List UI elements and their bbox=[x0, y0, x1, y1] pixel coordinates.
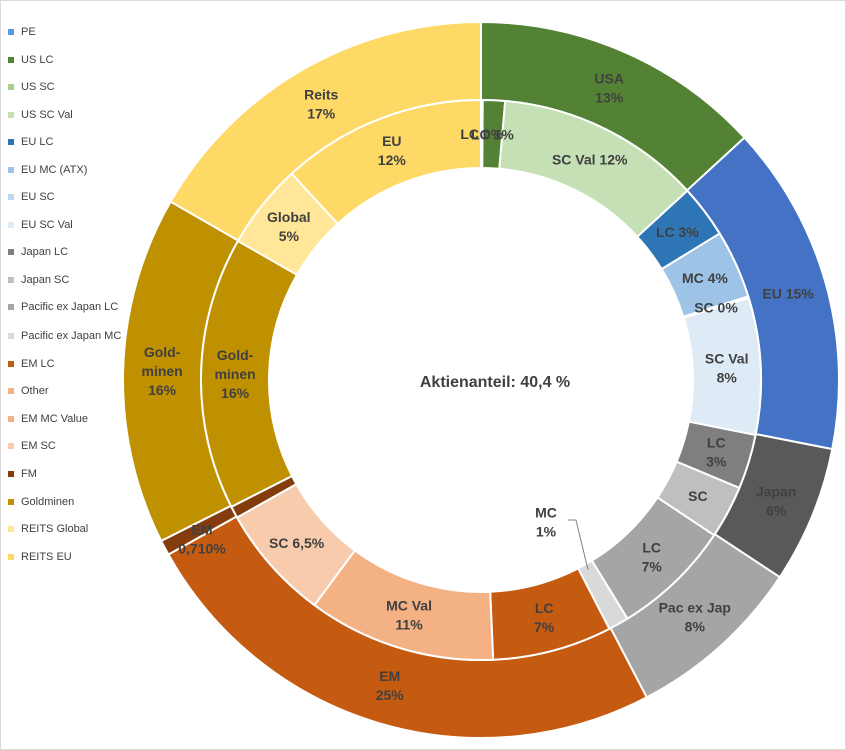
inner-label: LC 0% bbox=[460, 126, 503, 142]
inner-label: LC 7% bbox=[534, 600, 555, 635]
legend-swatch bbox=[8, 554, 14, 560]
callout-leader-line bbox=[568, 519, 589, 571]
outer-label: USA 13% bbox=[594, 70, 624, 105]
legend-label: Other bbox=[21, 385, 49, 397]
legend-swatch bbox=[8, 471, 14, 477]
legend-label: REITS Global bbox=[21, 523, 89, 535]
legend-label: EU SC Val bbox=[21, 219, 73, 231]
outer-label: Pac ex Jap 8% bbox=[659, 599, 731, 634]
inner-label: LC 3% bbox=[656, 224, 699, 240]
legend-label: EU SC bbox=[21, 191, 55, 203]
legend-swatch bbox=[8, 361, 14, 367]
inner-label: EU 12% bbox=[378, 133, 407, 168]
legend-swatch bbox=[8, 29, 14, 35]
legend-label: US SC bbox=[21, 81, 55, 93]
legend-label: EU MC (ATX) bbox=[21, 164, 88, 176]
inner-label: Global 5% bbox=[267, 209, 311, 244]
outer-label: EM 25% bbox=[376, 668, 405, 703]
legend-swatch bbox=[8, 443, 14, 449]
slice-labels: USA 13% EU 15% Japan 6% Pac ex Jap 8% EM 25% Gold… bbox=[142, 70, 815, 703]
outer-ring bbox=[122, 20, 840, 739]
legend-label: REITS EU bbox=[21, 551, 72, 563]
legend-swatch bbox=[8, 57, 14, 63]
inner-ring bbox=[200, 98, 762, 661]
outer-label: Gold-minen 16% bbox=[142, 344, 183, 398]
center-label: Aktienanteil: 40,4 % bbox=[420, 374, 570, 391]
legend-label: EU LC bbox=[21, 136, 54, 148]
legend-swatch bbox=[8, 249, 14, 255]
legend-swatch bbox=[8, 388, 14, 394]
legend-label: Pacific ex Japan LC bbox=[21, 301, 119, 313]
legend-swatch bbox=[8, 222, 14, 228]
inner-label: LC 3% bbox=[706, 434, 727, 469]
legend-swatch bbox=[8, 112, 14, 118]
outer-label: Japan 6% bbox=[756, 483, 796, 518]
legend-swatch bbox=[8, 84, 14, 90]
legend-label: US SC Val bbox=[21, 109, 73, 121]
legend-label: FM bbox=[21, 468, 37, 480]
legend-label: Japan SC bbox=[21, 274, 70, 286]
inner-label: Gold-minen 16% bbox=[214, 347, 255, 401]
inner-label: SC bbox=[688, 488, 707, 504]
inner-label: MC 4% bbox=[682, 270, 728, 286]
legend-swatch bbox=[8, 333, 14, 339]
legend-swatch bbox=[8, 304, 14, 310]
inner-label: SC 0% bbox=[694, 299, 738, 315]
legend-label: Goldminen bbox=[21, 496, 75, 508]
legend-label: EM SC bbox=[21, 440, 56, 452]
inner-label: SC Val 8% bbox=[705, 350, 749, 385]
callout-label: EM 0,710% bbox=[178, 522, 226, 557]
legend-label: Pacific ex Japan MC bbox=[21, 330, 122, 342]
legend-label: PE bbox=[21, 26, 36, 38]
legend-swatch bbox=[8, 194, 14, 200]
inner-label: LC 1% bbox=[471, 126, 514, 142]
legend-label: EM MC Value bbox=[21, 413, 89, 425]
inner-label: MC Val 11% bbox=[386, 598, 432, 633]
legend-label: US LC bbox=[21, 54, 54, 66]
legend-swatch bbox=[8, 167, 14, 173]
inner-slice-eu-sc-val bbox=[682, 296, 762, 437]
legend-label: Japan LC bbox=[21, 246, 69, 258]
inner-label: SC 6,5% bbox=[269, 535, 325, 551]
inner-slice-reits-eu bbox=[290, 98, 482, 226]
outer-label: Reits 17% bbox=[304, 86, 338, 121]
inner-label: LC 7% bbox=[642, 540, 663, 575]
legend-swatch bbox=[8, 499, 14, 505]
legend-swatch bbox=[8, 139, 14, 145]
legend-label: EM LC bbox=[21, 358, 55, 370]
legend-swatch bbox=[8, 416, 14, 422]
legend-swatch bbox=[8, 526, 14, 532]
callout-label: MC 1% bbox=[535, 505, 557, 540]
inner-label: SC Val 12% bbox=[552, 151, 628, 167]
legend-swatch bbox=[8, 277, 14, 283]
outer-label: EU 15% bbox=[762, 285, 814, 301]
